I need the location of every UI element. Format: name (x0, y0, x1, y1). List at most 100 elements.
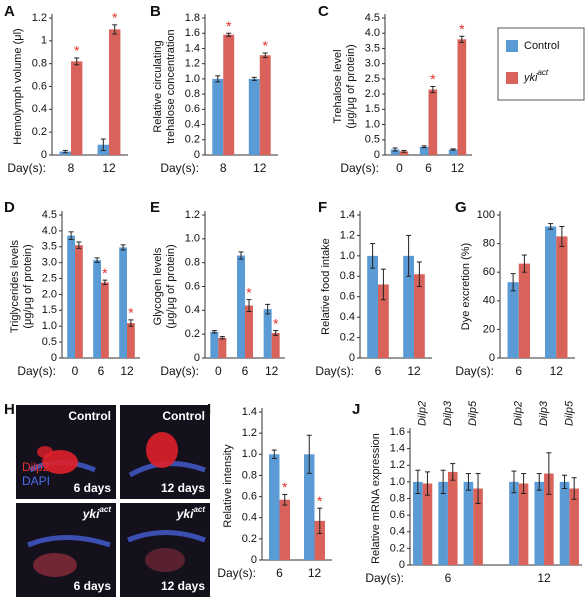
y-tick-label: 0.8 (185, 88, 200, 100)
bar (419, 146, 429, 155)
y-tick-label: 1.0 (242, 448, 257, 460)
cell-title: Control (162, 409, 205, 423)
image-panel: H Dilp2 DAPI (4, 401, 210, 597)
y-tick-label: 0.5 (365, 134, 380, 146)
x-tick-label: 0 (72, 364, 79, 378)
cell-caption: 6 days (74, 579, 112, 593)
bar (259, 55, 271, 155)
legend: Control ykiact (497, 27, 585, 101)
significance-marker: * (226, 18, 232, 34)
y-tick-label: 100 (477, 209, 495, 221)
micrograph (16, 503, 116, 597)
y-tick-label: 4.0 (365, 27, 380, 39)
y-tick-label: 1.2 (185, 209, 200, 221)
category-label: Dilp5 (467, 400, 479, 426)
bar (556, 236, 568, 358)
y-tick-label: 1.0 (365, 118, 380, 130)
x-tick-label: 12 (407, 364, 421, 378)
bar (93, 260, 101, 358)
bar (413, 481, 423, 565)
category-label: Dilp2 (513, 401, 525, 426)
panel-letter: C (318, 3, 329, 20)
bar (101, 282, 109, 358)
x-axis-label: Day(s): (340, 161, 379, 175)
cell-title-sup: act (193, 505, 205, 514)
cell-caption: 12 days (161, 481, 205, 495)
group-label: 12 (537, 571, 551, 585)
y-tick-label: 2.5 (365, 73, 380, 85)
y-tick-label: 1.4 (390, 443, 405, 455)
y-tick-label: 1.0 (390, 476, 405, 488)
legend-swatch (506, 40, 518, 52)
significance-marker: * (317, 493, 323, 509)
category-label: Dilp2 (417, 401, 429, 426)
x-axis-label: Day(s): (160, 364, 199, 378)
bar (463, 481, 474, 565)
y-axis-label: Relative mRNA expression (370, 433, 382, 564)
x-tick-label: 12 (253, 161, 267, 175)
stain-label: Dilp2 (22, 460, 50, 474)
y-tick-label: 0 (349, 352, 355, 364)
group-label: 6 (445, 571, 452, 585)
significance-marker: * (262, 38, 268, 54)
dapi-signal (27, 535, 111, 548)
cell-caption: 6 days (74, 481, 112, 495)
y-tick-label: 0.4 (242, 512, 257, 524)
legend-label: Control (524, 40, 559, 52)
dapi-signal (127, 530, 206, 543)
bar (248, 78, 260, 155)
y-tick-label: 1.8 (185, 12, 200, 24)
bar (127, 323, 135, 358)
cell-title-main: Control (68, 409, 111, 423)
y-tick-label: 3.0 (365, 58, 380, 70)
y-axis-label: Trehalose level (332, 49, 344, 123)
bar (534, 481, 545, 565)
y-tick-label: 0.6 (185, 103, 200, 115)
x-tick-label: 6 (276, 566, 283, 580)
bar (390, 149, 400, 155)
y-tick-label: 1.2 (390, 459, 405, 471)
category-label: Dilp3 (538, 400, 550, 426)
cell-title: Control (68, 409, 111, 423)
bar (422, 483, 433, 565)
x-axis-label: Day(s): (455, 364, 494, 378)
bar (509, 481, 519, 565)
bar (447, 471, 458, 565)
y-axis-label: Relative circulating (152, 40, 164, 132)
panel-letter: B (150, 3, 161, 20)
significance-marker: * (273, 315, 279, 331)
significance-marker: * (128, 305, 134, 321)
bar (75, 245, 83, 358)
bar (399, 151, 409, 155)
bar (109, 29, 121, 156)
bar (218, 337, 227, 358)
bar (210, 331, 219, 358)
y-tick-label: 0.4 (185, 304, 200, 316)
dilp2-signal (146, 432, 178, 468)
panel-letter: F (318, 199, 327, 216)
y-tick-label: 0 (251, 554, 257, 566)
y-tick-label: 0 (374, 149, 380, 161)
x-axis-label: Day(s): (160, 161, 199, 175)
y-tick-label: 4.5 (365, 12, 380, 24)
bar (544, 473, 554, 565)
bar (263, 309, 272, 358)
panel-letter: D (4, 199, 15, 216)
x-tick-label: 0 (215, 364, 222, 378)
significance-marker: * (430, 71, 436, 87)
y-tick-label: 1.6 (185, 27, 200, 39)
bar (314, 520, 325, 560)
y-tick-label: 0.6 (32, 80, 47, 92)
x-tick-label: 8 (220, 161, 227, 175)
legend-box (497, 27, 585, 101)
bar (223, 34, 235, 155)
y-axis-label: Triglycerides levels (9, 239, 21, 333)
y-tick-label: 0.8 (32, 58, 47, 70)
y-tick-label: 2.0 (42, 288, 57, 300)
panel-letter: I (207, 401, 211, 418)
y-tick-label: 2.0 (365, 88, 380, 100)
y-tick-label: 1.2 (242, 427, 257, 439)
legend-label-sup: act (537, 68, 548, 77)
bar (59, 151, 71, 155)
bar (414, 274, 425, 358)
